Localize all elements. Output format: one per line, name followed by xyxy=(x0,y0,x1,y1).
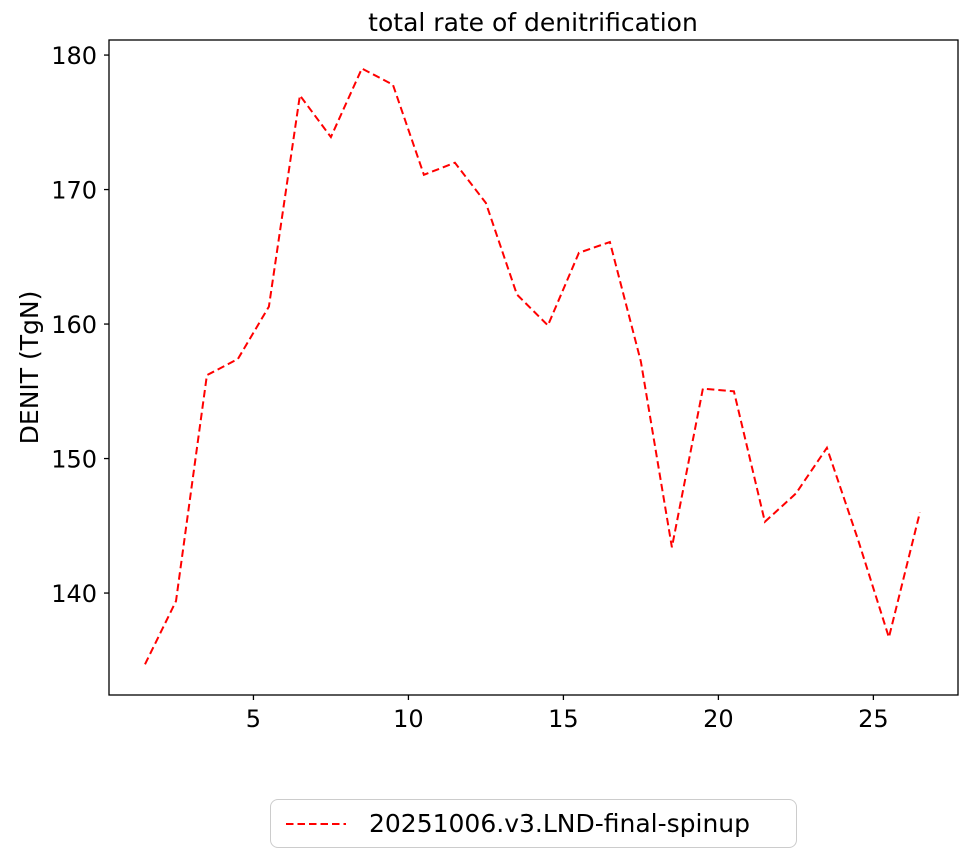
y-tick-label: 170 xyxy=(51,177,97,205)
legend-label: 20251006.v3.LND-final-spinup xyxy=(369,809,751,838)
y-tick-label: 180 xyxy=(51,42,97,70)
axes-frame xyxy=(108,39,959,696)
x-axis-ticks: 5 10 15 20 25 xyxy=(246,695,889,733)
x-tick-label: 25 xyxy=(858,705,889,733)
x-tick-label: 15 xyxy=(548,705,579,733)
y-tick-label: 140 xyxy=(51,580,97,608)
data-series xyxy=(144,67,921,665)
y-axis-ticks: 140 150 160 170 180 xyxy=(51,42,109,608)
x-tick-label: 10 xyxy=(393,705,424,733)
y-tick-label: 150 xyxy=(51,446,97,474)
y-tick-label: 160 xyxy=(51,311,97,339)
data-line xyxy=(144,67,921,665)
x-tick-label: 5 xyxy=(246,705,261,733)
legend-box: 20251006.v3.LND-final-spinup xyxy=(270,799,797,848)
y-axis-label: DENIT (TgN) xyxy=(15,291,44,445)
legend-line-sample xyxy=(286,822,346,825)
chart-title: total rate of denitrification xyxy=(368,8,698,37)
x-tick-label: 20 xyxy=(703,705,734,733)
